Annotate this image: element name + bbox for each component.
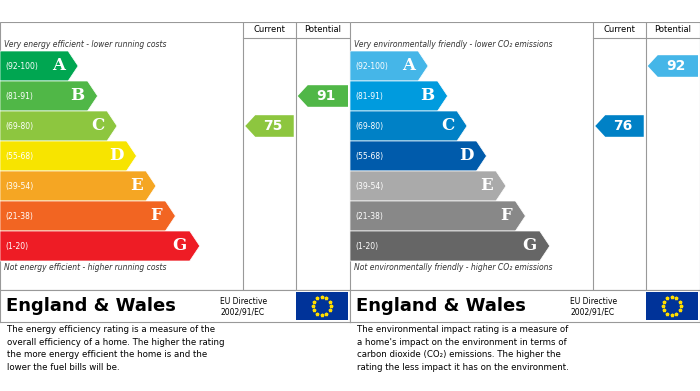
Polygon shape (350, 51, 428, 81)
Text: Potential: Potential (654, 25, 692, 34)
Text: C: C (441, 118, 454, 135)
Text: Not energy efficient - higher running costs: Not energy efficient - higher running co… (4, 263, 167, 272)
Text: F: F (500, 208, 512, 224)
Polygon shape (298, 85, 348, 107)
Text: (69-80): (69-80) (355, 122, 383, 131)
Text: (1-20): (1-20) (355, 242, 378, 251)
Text: D: D (109, 147, 123, 165)
Polygon shape (595, 115, 644, 137)
Polygon shape (0, 111, 117, 141)
Polygon shape (648, 55, 698, 77)
Text: (21-38): (21-38) (5, 212, 33, 221)
Polygon shape (350, 171, 506, 201)
Text: Environmental Impact (CO₂) Rating: Environmental Impact (CO₂) Rating (355, 5, 601, 18)
Text: A: A (402, 57, 415, 75)
Text: Very energy efficient - lower running costs: Very energy efficient - lower running co… (4, 40, 167, 49)
Polygon shape (350, 201, 526, 231)
Text: G: G (522, 237, 537, 255)
Text: C: C (91, 118, 104, 135)
Text: E: E (130, 178, 143, 194)
Text: 2002/91/EC: 2002/91/EC (220, 308, 265, 317)
Polygon shape (245, 115, 294, 137)
Polygon shape (0, 51, 78, 81)
Text: 92: 92 (666, 59, 685, 73)
Text: (81-91): (81-91) (5, 91, 33, 100)
Text: (55-68): (55-68) (355, 151, 383, 160)
Polygon shape (350, 81, 447, 111)
Polygon shape (350, 231, 550, 261)
Text: A: A (52, 57, 65, 75)
Text: 91: 91 (316, 89, 335, 103)
Text: England & Wales: England & Wales (356, 297, 526, 315)
Text: (21-38): (21-38) (355, 212, 383, 221)
Text: (39-54): (39-54) (355, 181, 384, 190)
Text: B: B (421, 88, 435, 104)
Bar (645, 292, 698, 320)
Polygon shape (350, 141, 486, 171)
Text: EU Directive: EU Directive (220, 297, 267, 306)
Polygon shape (0, 81, 97, 111)
Text: (69-80): (69-80) (5, 122, 33, 131)
Polygon shape (0, 231, 199, 261)
Polygon shape (0, 201, 176, 231)
Text: Energy Efficiency Rating: Energy Efficiency Rating (6, 5, 177, 18)
Polygon shape (0, 141, 136, 171)
Text: (55-68): (55-68) (5, 151, 33, 160)
Text: (81-91): (81-91) (355, 91, 383, 100)
Text: G: G (172, 237, 187, 255)
Text: Current: Current (253, 25, 286, 34)
Text: The environmental impact rating is a measure of
a home's impact on the environme: The environmental impact rating is a mea… (357, 325, 568, 372)
Text: (1-20): (1-20) (5, 242, 28, 251)
Text: EU Directive: EU Directive (570, 297, 617, 306)
Text: (39-54): (39-54) (5, 181, 34, 190)
Text: E: E (480, 178, 493, 194)
Text: The energy efficiency rating is a measure of the
overall efficiency of a home. T: The energy efficiency rating is a measur… (7, 325, 225, 372)
Text: B: B (71, 88, 85, 104)
Text: Potential: Potential (304, 25, 342, 34)
Text: England & Wales: England & Wales (6, 297, 176, 315)
Text: F: F (150, 208, 162, 224)
Text: Not environmentally friendly - higher CO₂ emissions: Not environmentally friendly - higher CO… (354, 263, 552, 272)
Text: 2002/91/EC: 2002/91/EC (570, 308, 615, 317)
Text: (92-100): (92-100) (355, 61, 388, 70)
Polygon shape (0, 171, 156, 201)
Text: 76: 76 (613, 119, 632, 133)
Text: 75: 75 (262, 119, 282, 133)
Text: (92-100): (92-100) (5, 61, 38, 70)
Text: Very environmentally friendly - lower CO₂ emissions: Very environmentally friendly - lower CO… (354, 40, 552, 49)
Text: Current: Current (603, 25, 636, 34)
Polygon shape (350, 111, 467, 141)
Bar (295, 292, 348, 320)
Text: D: D (459, 147, 473, 165)
